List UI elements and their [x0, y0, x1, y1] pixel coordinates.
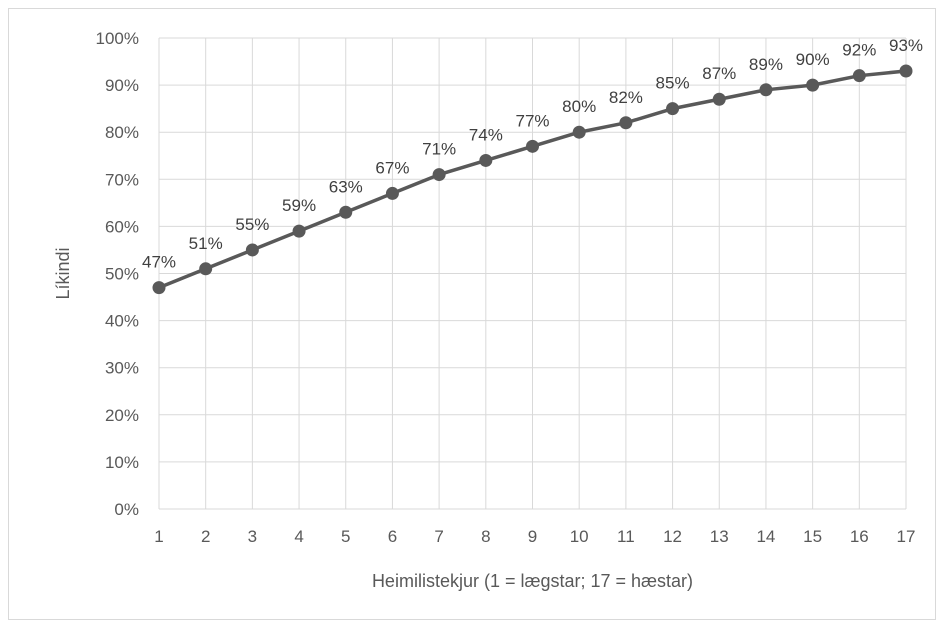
x-tick-label: 5: [341, 527, 350, 546]
data-labels: 47% 51% 55% 59% 63% 67% 71% 74% 77% 80% 82% 85% 87% 8…: [142, 36, 923, 272]
x-tick-label: 15: [803, 527, 822, 546]
data-label: 63%: [329, 177, 363, 196]
y-tick-label: 40%: [105, 312, 139, 331]
data-label: 71%: [422, 140, 456, 159]
data-label: 51%: [189, 234, 223, 253]
data-point: [619, 116, 633, 130]
data-label: 82%: [609, 88, 643, 107]
y-axis-ticks: 0% 10% 20% 30% 40% 50% 60% 70% 80% 90% 100%: [96, 29, 139, 519]
y-tick-label: 30%: [105, 359, 139, 378]
x-tick-label: 3: [248, 527, 257, 546]
data-label: 67%: [375, 158, 409, 177]
data-label: 85%: [656, 74, 690, 93]
data-point: [245, 243, 259, 257]
data-point: [759, 83, 773, 97]
data-point: [712, 92, 726, 106]
data-label: 89%: [749, 55, 783, 74]
x-tick-label: 4: [294, 527, 303, 546]
y-axis-title: Líkindi: [53, 247, 73, 299]
data-point: [432, 168, 446, 182]
x-tick-label: 6: [388, 527, 397, 546]
x-tick-label: 9: [528, 527, 537, 546]
data-point: [806, 78, 820, 92]
y-tick-label: 0%: [114, 500, 139, 519]
x-tick-label: 2: [201, 527, 210, 546]
data-label: 59%: [282, 196, 316, 215]
data-point: [479, 153, 493, 167]
data-point: [526, 139, 539, 153]
data-label: 74%: [469, 125, 503, 144]
data-point: [899, 64, 913, 78]
y-tick-label: 100%: [96, 29, 139, 48]
x-tick-label: 1: [154, 527, 163, 546]
data-point: [152, 281, 166, 295]
chart-frame: [8, 8, 936, 620]
data-label: 93%: [889, 36, 923, 55]
x-tick-label: 10: [570, 527, 589, 546]
data-label: 90%: [796, 50, 830, 69]
y-tick-label: 10%: [105, 453, 139, 472]
y-tick-label: 80%: [105, 123, 139, 142]
y-tick-label: 60%: [105, 217, 139, 236]
x-axis-ticks: 1 2 3 4 5 6 7 8 9 10 11 12 13 14 15 16 17: [154, 527, 915, 546]
x-tick-label: 16: [850, 527, 869, 546]
data-label: 92%: [842, 41, 876, 60]
x-axis-title: Heimilistekjur (1 = lægstar; 17 = hæstar…: [372, 571, 693, 591]
data-point: [852, 69, 866, 83]
data-point: [292, 224, 306, 238]
x-tick-label: 13: [710, 527, 729, 546]
x-tick-label: 8: [481, 527, 490, 546]
y-tick-label: 90%: [105, 76, 139, 95]
data-label: 87%: [702, 64, 736, 83]
y-tick-label: 20%: [105, 406, 139, 425]
x-tick-label: 7: [434, 527, 443, 546]
y-tick-label: 50%: [105, 265, 139, 284]
data-point: [199, 262, 213, 276]
x-tick-label: 14: [756, 527, 775, 546]
series-points: [152, 64, 913, 295]
data-point: [666, 102, 680, 116]
y-tick-label: 70%: [105, 170, 139, 189]
data-label: 47%: [142, 253, 176, 272]
data-label: 55%: [235, 215, 269, 234]
data-label: 77%: [515, 111, 549, 130]
gridlines: [158, 37, 907, 510]
x-tick-label: 12: [663, 527, 682, 546]
x-tick-label: 11: [617, 527, 635, 546]
x-tick-label: 17: [897, 527, 916, 546]
data-point: [572, 125, 586, 139]
data-point: [385, 186, 399, 200]
data-point: [339, 205, 353, 219]
data-label: 80%: [562, 97, 596, 116]
